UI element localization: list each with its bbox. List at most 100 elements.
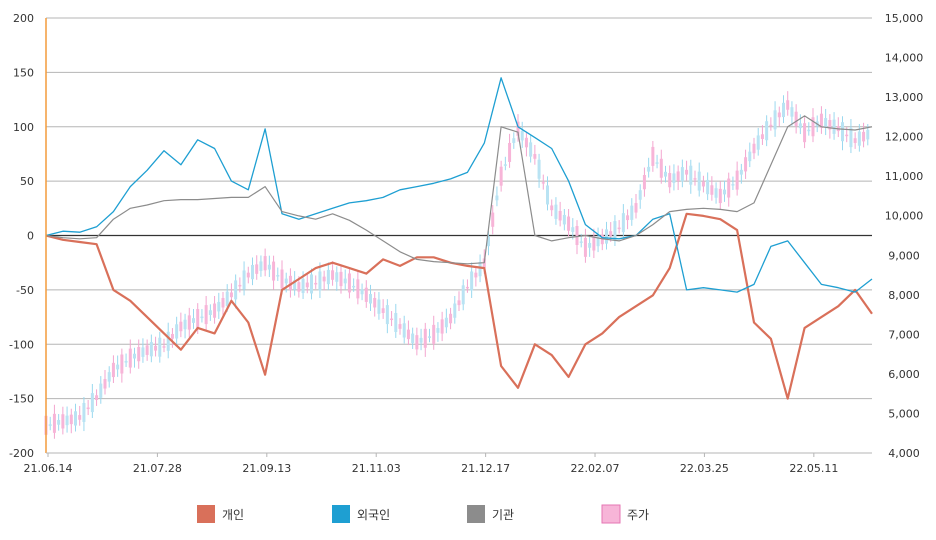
legend: 개인 외국인 기관 주가 — [197, 504, 649, 524]
price-candle — [782, 102, 785, 118]
legend-label: 외국인 — [357, 508, 390, 522]
price-candle — [225, 291, 229, 306]
price-candle — [621, 213, 625, 233]
price-candle — [204, 305, 208, 325]
price-candle — [259, 261, 263, 271]
price-candle — [811, 117, 815, 137]
price-candle — [605, 229, 608, 244]
price-candle — [769, 124, 773, 127]
x-tick-label: 21.09.13 — [242, 462, 291, 475]
price-candle — [706, 179, 710, 195]
legend-label: 개인 — [222, 508, 244, 522]
legend-item: 기관 — [467, 505, 514, 523]
price-candle — [406, 329, 410, 340]
price-candle — [529, 142, 533, 157]
y-right-tick-label: 12,000 — [885, 131, 924, 144]
price-candle — [554, 204, 558, 219]
price-candle — [457, 300, 461, 306]
legend-item: 외국인 — [332, 505, 390, 523]
price-candle — [499, 166, 503, 186]
price-candle — [609, 231, 613, 236]
price-candle — [723, 189, 726, 195]
price-candle — [423, 328, 427, 348]
price-candle — [326, 269, 330, 285]
price-candle — [369, 294, 372, 304]
price-candle — [685, 169, 689, 175]
price-candle — [752, 143, 756, 154]
price-candle — [318, 271, 322, 291]
y-left-tick-label: -100 — [9, 338, 34, 351]
price-candle — [335, 272, 339, 282]
price-candle — [394, 313, 398, 332]
price-candle — [676, 171, 680, 181]
price-candle — [52, 413, 56, 433]
price-candle — [465, 286, 469, 289]
price-candle — [149, 342, 153, 357]
price-candle — [470, 271, 474, 291]
price-candle — [777, 112, 781, 118]
price-candle — [187, 315, 191, 330]
price-candle — [659, 158, 663, 178]
y-right-tick-label: 6,000 — [888, 368, 920, 381]
legend-swatch — [601, 504, 621, 524]
price-candle — [444, 317, 448, 328]
price-candle — [343, 278, 347, 284]
price-candle — [689, 165, 693, 185]
y-right-tick-label: 8,000 — [888, 289, 920, 302]
price-candle — [57, 419, 61, 425]
price-candle — [390, 318, 394, 321]
price-candle — [65, 415, 69, 426]
y-right-tick-label: 11,000 — [885, 170, 924, 183]
y-left-tick-label: -50 — [16, 284, 34, 297]
price-candle — [360, 289, 364, 295]
price-candle — [508, 142, 512, 162]
price-candle — [364, 287, 368, 302]
price-candle — [310, 274, 313, 294]
price-candle — [61, 414, 65, 429]
price-candle — [579, 241, 583, 243]
price-candle — [347, 273, 351, 293]
price-candle — [322, 276, 326, 282]
legend-swatch — [332, 505, 350, 523]
price-candle — [90, 393, 94, 413]
x-tick-label: 21.12.17 — [461, 462, 510, 475]
price-candle — [546, 185, 549, 205]
price-candle — [727, 178, 731, 198]
price-candle — [731, 184, 735, 186]
price-candle — [170, 333, 174, 339]
price-candle — [567, 216, 571, 231]
price-candle — [803, 123, 807, 143]
price-candle — [111, 362, 115, 378]
price-candle — [520, 130, 524, 141]
price-candle — [95, 395, 99, 401]
y-left-tick-label: 200 — [13, 12, 34, 25]
price-candle — [99, 383, 103, 398]
price-candle — [196, 309, 200, 329]
price-candle — [162, 346, 166, 348]
price-candle — [495, 195, 499, 201]
price-candle — [866, 129, 870, 140]
series-line — [45, 77, 873, 293]
price-candle — [107, 372, 111, 382]
y-left-tick-label: 100 — [13, 121, 34, 134]
price-candle — [841, 122, 844, 142]
price-candle — [48, 424, 52, 426]
price-candle — [229, 292, 233, 298]
price-candle — [697, 171, 701, 191]
price-candle — [798, 123, 802, 129]
y-right-tick-label: 5,000 — [888, 407, 920, 420]
price-candle — [583, 237, 587, 257]
price-candle — [756, 135, 760, 150]
price-candle — [158, 337, 162, 357]
price-candle — [849, 128, 853, 148]
price-candle — [739, 169, 743, 175]
price-candle — [626, 215, 630, 221]
price-candle — [251, 264, 254, 280]
price-candle — [293, 280, 297, 290]
price-candle — [487, 236, 490, 247]
price-candle — [137, 347, 141, 362]
price-candle — [331, 270, 335, 280]
price-candle — [124, 361, 128, 363]
